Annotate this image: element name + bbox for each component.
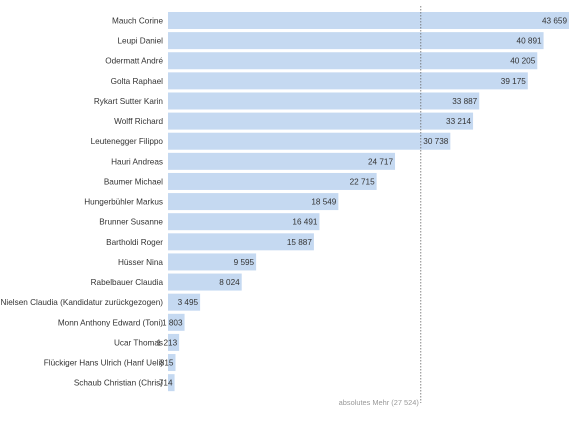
bar (168, 273, 242, 291)
category-label: Mauch Corine (112, 17, 163, 26)
category-label: Hüsser Nina (118, 258, 163, 267)
bar (168, 313, 185, 331)
category-label: Wolff Richard (114, 117, 163, 126)
bar (168, 32, 544, 50)
value-label: 39 175 (501, 77, 526, 86)
bar (168, 293, 201, 311)
value-label: 43 659 (542, 17, 567, 26)
bar (168, 52, 538, 70)
category-label: Rykart Sutter Karin (94, 97, 164, 106)
value-label: 18 549 (311, 198, 336, 207)
bar (168, 193, 339, 211)
value-label: 24 717 (368, 157, 393, 166)
category-label: Hungerbühler Markus (84, 198, 163, 207)
value-label: 1 803 (162, 318, 183, 327)
category-label: Bartholdi Roger (106, 238, 163, 247)
bar (168, 72, 528, 90)
category-label: Hauri Andreas (111, 157, 163, 166)
category-label: Leutenegger Filippo (91, 137, 164, 146)
value-label: 33 214 (446, 117, 471, 126)
category-label: Flückiger Hans Ulrich (Hanf Ueli) (44, 359, 163, 368)
value-label: 40 205 (510, 57, 535, 66)
reference-line-label: absolutes Mehr (27 524) (339, 398, 419, 407)
bar (168, 354, 176, 372)
bar (168, 333, 180, 351)
bar (168, 152, 396, 170)
category-label: Monn Anthony Edward (Toni) (58, 318, 163, 327)
bar (168, 12, 569, 29)
category-label: Odermatt André (105, 57, 163, 66)
category-label: Baumer Michael (104, 177, 163, 186)
category-label: Ucar Thomas (114, 338, 163, 347)
value-label: 40 891 (517, 37, 542, 46)
bar (168, 253, 257, 271)
category-label: Golta Raphael (111, 77, 164, 86)
value-label: 1 213 (157, 338, 178, 347)
category-label: Nielsen Claudia (Kandidatur zurückgezoge… (1, 298, 164, 307)
category-label: Leupi Daniel (117, 37, 163, 46)
value-label: 9 595 (234, 258, 255, 267)
value-label: 15 887 (287, 238, 312, 247)
category-label: Rabelbauer Claudia (91, 278, 164, 287)
bar (168, 132, 451, 150)
bar (168, 112, 474, 130)
bar (168, 92, 480, 110)
value-label: 16 491 (292, 218, 317, 227)
bar (168, 233, 314, 251)
value-label: 8 024 (219, 278, 240, 287)
bar (168, 374, 175, 392)
value-label: 22 715 (350, 177, 375, 186)
bar (168, 213, 320, 231)
value-label: 33 887 (452, 97, 477, 106)
value-label: 3 495 (178, 298, 199, 307)
labels-group: Mauch Corine 43 659 Leupi Daniel 40 891 Oder… (1, 17, 568, 388)
bar (168, 172, 377, 190)
category-label: Brunner Susanne (99, 218, 163, 227)
value-label: 714 (159, 379, 173, 388)
bars-group (168, 12, 569, 392)
category-label: Schaub Christian (Chris) (74, 379, 163, 388)
value-label: 30 738 (423, 137, 448, 146)
value-label: 815 (160, 359, 174, 368)
